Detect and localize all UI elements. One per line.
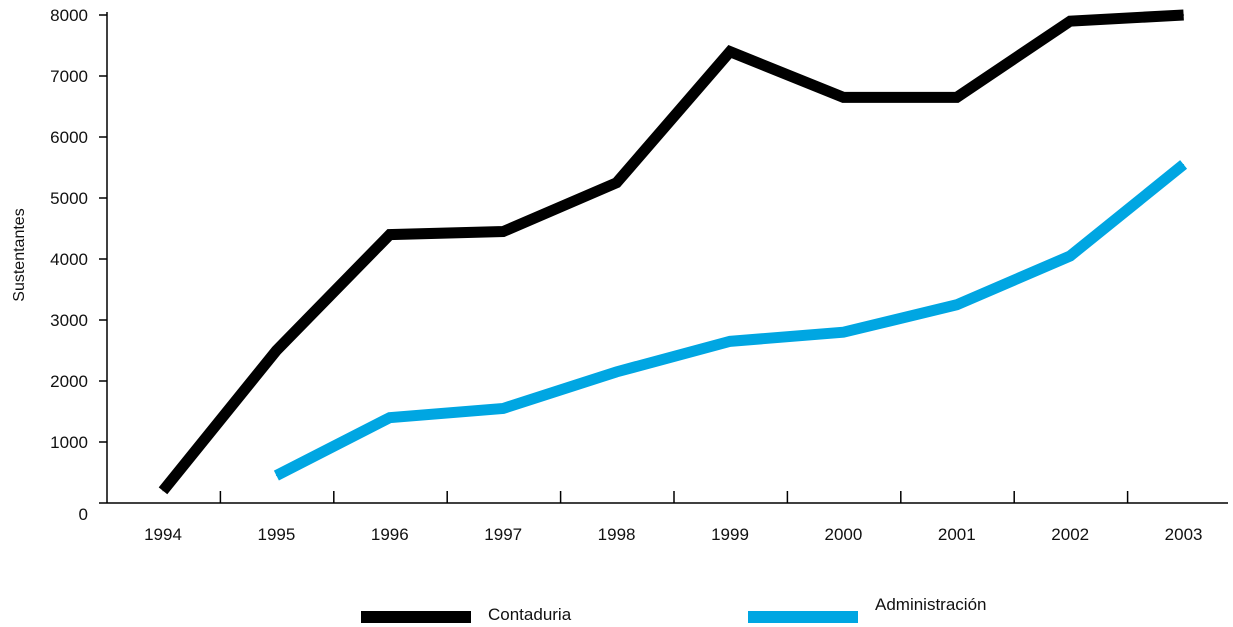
x-tick-label: 1996 [371, 525, 409, 544]
data-point [1183, 163, 1185, 165]
series-1 [273, 160, 1188, 481]
x-tick-label: 1997 [484, 525, 522, 544]
y-axis: 0 1000 2000 3000 4000 5000 6000 7000 8000 [50, 6, 108, 524]
x-tick-label: 1998 [598, 525, 636, 544]
data-point [275, 350, 277, 351]
data-point [1069, 255, 1071, 257]
y-tick-label: 6000 [50, 128, 88, 147]
series-0 [158, 9, 1185, 495]
data-point [502, 231, 504, 233]
y-tick-label: 3000 [50, 311, 88, 330]
y-tick-label: 5000 [50, 189, 88, 208]
legend-label: Contaduria [488, 605, 572, 624]
legend: Contaduria Administración [361, 595, 987, 624]
x-tick-label: 2003 [1165, 525, 1203, 544]
data-point [275, 475, 277, 477]
data-point [502, 407, 504, 409]
data-point [389, 234, 391, 236]
y-tick-label: 1000 [50, 433, 88, 452]
y-tick-label: 4000 [50, 250, 88, 269]
legend-swatch [361, 611, 471, 623]
data-point [1183, 14, 1185, 16]
legend-swatch [748, 611, 858, 623]
data-point [729, 340, 731, 342]
series-layer [158, 9, 1188, 495]
data-point [389, 417, 391, 419]
series-line [158, 9, 1184, 495]
y-tick-label: 2000 [50, 372, 88, 391]
y-tick-label: 7000 [50, 67, 88, 86]
data-point [729, 51, 731, 53]
data-point [616, 371, 618, 373]
x-axis: 1994 1995 1996 1997 1998 1999 2000 2001 2002 2003 [107, 491, 1228, 544]
data-point [956, 304, 958, 306]
x-tick-label: 1999 [711, 525, 749, 544]
x-tick-label: 2001 [938, 525, 976, 544]
y-tick-label: 8000 [50, 6, 88, 25]
x-tick-label: 1994 [144, 525, 182, 544]
y-axis-title: Sustentantes [11, 208, 28, 301]
data-point [616, 182, 618, 184]
data-point [842, 331, 844, 333]
data-point [842, 96, 844, 98]
legend-label: Administración [875, 595, 987, 614]
series-line [273, 160, 1188, 481]
x-tick-label: 2002 [1051, 525, 1089, 544]
y-tick-label: 0 [79, 505, 88, 524]
data-point [1069, 20, 1071, 22]
x-tick-label: 2000 [824, 525, 862, 544]
data-point [162, 490, 164, 492]
x-tick-label: 1995 [257, 525, 295, 544]
data-point [956, 96, 958, 98]
